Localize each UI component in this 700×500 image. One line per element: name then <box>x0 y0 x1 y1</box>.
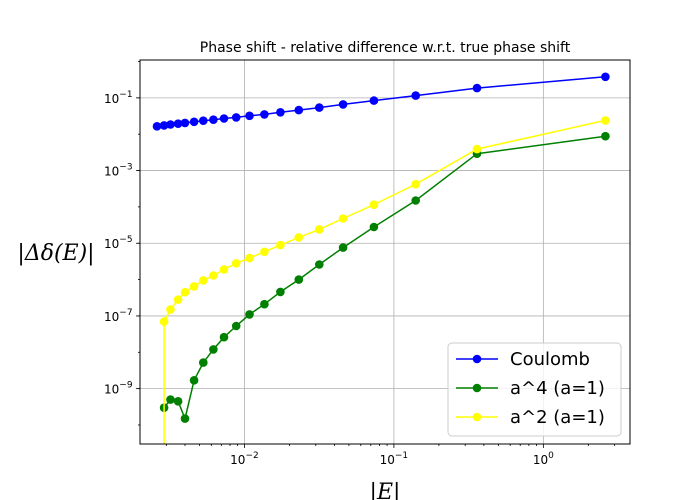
data-point <box>166 395 175 404</box>
data-point <box>173 397 183 406</box>
legend-label: a^4 (a=1) <box>510 378 605 399</box>
data-point <box>472 83 482 93</box>
data-point <box>199 276 208 285</box>
data-point <box>231 259 241 268</box>
data-point <box>189 376 199 385</box>
x-tick-label: 10−2 <box>230 451 259 467</box>
y-tick-label: 10−9 <box>104 381 133 397</box>
y-tick-label: 10−5 <box>104 235 133 251</box>
x-tick-label: 100 <box>533 451 554 467</box>
data-point <box>276 108 285 117</box>
data-point <box>369 200 379 209</box>
data-point <box>260 247 269 257</box>
data-point <box>231 113 241 122</box>
y-tick-label: 10−3 <box>104 163 133 179</box>
data-point <box>276 287 285 297</box>
data-point <box>166 120 175 129</box>
plot-frame <box>139 59 631 445</box>
data-point <box>411 91 421 100</box>
data-point <box>411 179 421 189</box>
chart-title: Phase shift - relative difference w.r.t.… <box>200 40 571 56</box>
x-axis-label: |E| <box>370 480 401 500</box>
legend-marker <box>472 412 482 422</box>
data-point <box>159 317 169 326</box>
data-point <box>338 100 348 109</box>
series-2 <box>159 116 610 444</box>
data-point <box>245 253 254 263</box>
data-point <box>245 310 254 319</box>
legend-label: a^2 (a=1) <box>510 407 605 428</box>
data-point <box>173 295 183 305</box>
data-point <box>209 345 218 354</box>
data-point <box>152 122 162 131</box>
y-tick-label: 10−1 <box>104 90 133 106</box>
legend: Coulomb a^4 (a=1) a^2 (a=1) <box>447 342 622 437</box>
data-point <box>180 287 190 297</box>
series-0 <box>152 72 610 131</box>
data-point <box>180 118 190 128</box>
data-point <box>338 214 348 223</box>
data-point <box>601 116 610 125</box>
data-point <box>601 72 610 82</box>
legend-box <box>447 342 622 437</box>
y-tick-label: 10−7 <box>104 308 133 324</box>
data-point <box>180 414 190 423</box>
data-point <box>166 305 175 314</box>
grid <box>140 60 630 444</box>
data-point <box>260 110 269 119</box>
ticks: 10−2 10−1 100 10−9 10−7 10−5 10−3 10−1 <box>104 61 616 467</box>
data-point <box>294 275 304 284</box>
data-point <box>219 114 229 123</box>
legend-label: Coulomb <box>510 349 590 370</box>
data-point <box>294 233 304 242</box>
data-point <box>189 117 199 127</box>
series-layer <box>152 72 610 444</box>
data-point <box>315 103 324 112</box>
data-point <box>260 299 269 309</box>
data-point <box>315 225 324 234</box>
data-point <box>472 144 482 154</box>
data-point <box>231 321 241 331</box>
data-point <box>315 260 324 269</box>
data-point <box>411 196 421 205</box>
data-point <box>199 116 208 125</box>
data-point <box>209 271 218 280</box>
data-point <box>219 332 229 342</box>
data-point <box>209 115 218 124</box>
data-point <box>369 96 379 105</box>
data-point <box>173 119 183 128</box>
data-point <box>601 131 610 141</box>
data-point <box>369 222 379 232</box>
data-point <box>219 265 229 274</box>
data-point <box>245 111 254 121</box>
series-1 <box>159 131 610 423</box>
data-point <box>189 282 199 291</box>
data-point <box>159 121 169 130</box>
legend-marker <box>472 383 482 393</box>
x-tick-label: 10−1 <box>380 451 409 467</box>
y-axis-label: |Δδ(E)| <box>17 241 94 266</box>
data-point <box>338 243 348 252</box>
data-point <box>276 240 285 250</box>
data-point <box>199 358 208 367</box>
data-point <box>294 105 304 115</box>
legend-marker <box>472 354 482 364</box>
